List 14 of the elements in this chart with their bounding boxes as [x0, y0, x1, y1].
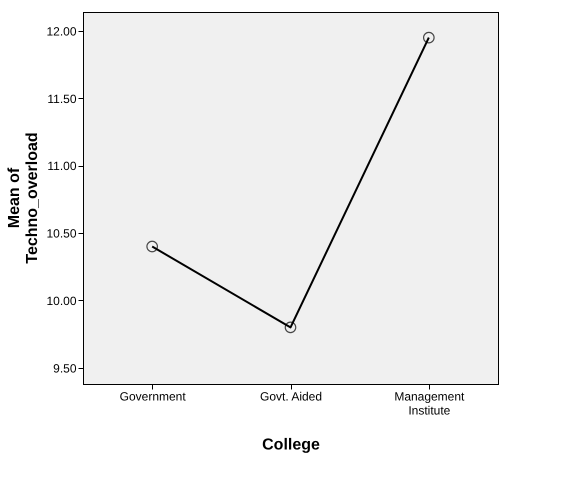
- y-tick-label: 11.00: [47, 159, 77, 174]
- y-tick-label: 10.00: [46, 294, 77, 308]
- y-tick-label: 10.50: [46, 226, 77, 241]
- point: [146, 240, 158, 252]
- y-tick-label: 9.50: [53, 361, 77, 376]
- y-tick-label: 11.50: [47, 92, 77, 106]
- x-tick-label: Govt. Aided: [260, 390, 322, 404]
- x-axis-title: College: [262, 436, 320, 454]
- y-axis-title: Mean of Techno_overload: [6, 132, 41, 264]
- x-tick-label: Government: [120, 390, 186, 404]
- x-tick-label: Management Institute: [394, 390, 466, 418]
- point: [284, 322, 296, 334]
- point: [422, 32, 435, 44]
- y-tick-label: 12.00: [46, 24, 77, 38]
